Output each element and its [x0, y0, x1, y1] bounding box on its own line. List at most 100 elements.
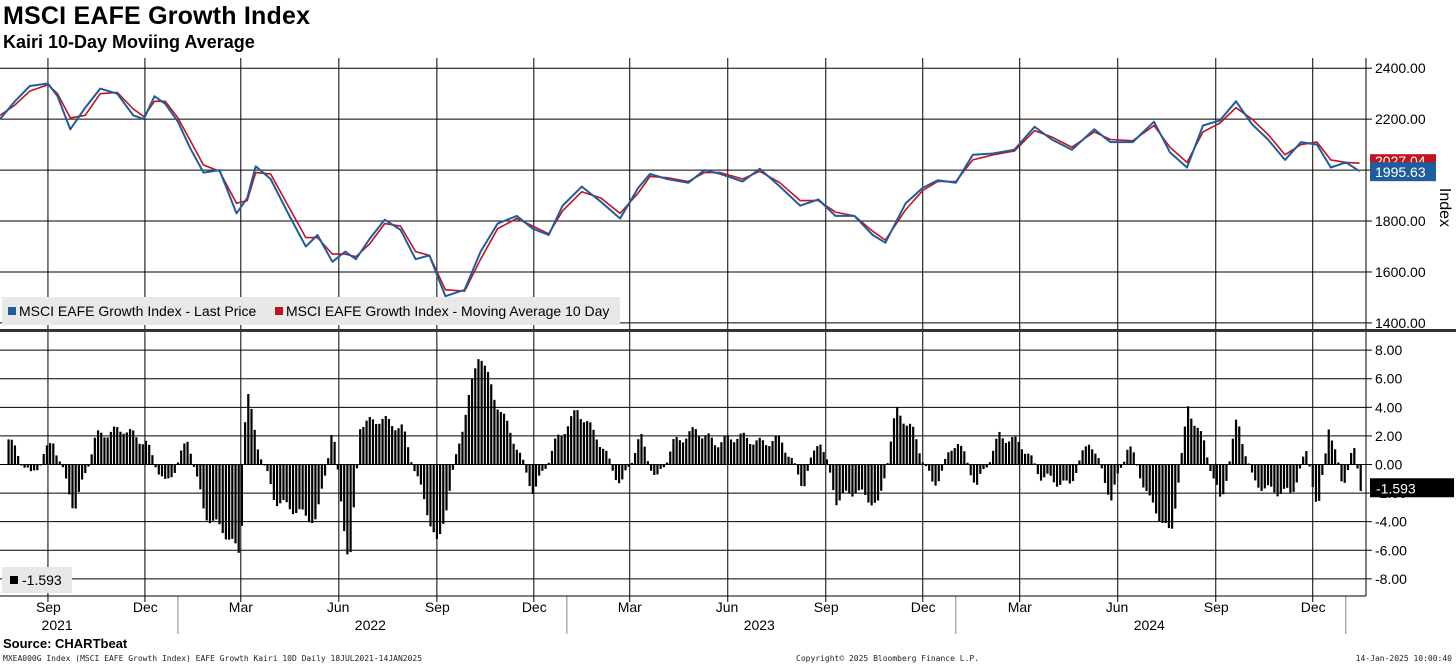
kairi-bar — [928, 464, 931, 471]
kairi-bar — [387, 419, 391, 465]
kairi-bar — [96, 430, 100, 465]
kairi-bar — [518, 452, 522, 465]
kairi-bar — [1212, 464, 1215, 479]
kairi-bar — [662, 464, 665, 468]
kairi-bar — [17, 456, 20, 465]
kairi-bar — [1279, 464, 1282, 494]
kairi-bar — [988, 462, 992, 465]
kairi-bar — [1155, 464, 1158, 514]
kairi-bar — [998, 431, 1001, 465]
kairi-bar — [717, 447, 720, 465]
kairi-bar — [1196, 427, 1199, 465]
kairi-bar — [112, 426, 116, 465]
kairi-bar — [1065, 464, 1068, 481]
kairi-bar — [486, 371, 490, 465]
kairi-bar — [937, 464, 940, 482]
kairi-bar — [410, 462, 413, 465]
kairi-bar — [1091, 449, 1094, 465]
kairi-bar — [774, 435, 777, 465]
lower-y-tick-label: 8.00 — [1375, 342, 1402, 358]
legend-label-price: MSCI EAFE Growth Index - Last Price — [19, 303, 257, 319]
kairi-bar — [787, 456, 790, 465]
copyright-text: Copyright© 2025 Bloomberg Finance L.P. — [796, 654, 980, 663]
kairi-bar — [224, 464, 228, 540]
kairi-bar — [509, 432, 512, 465]
kairi-bar — [413, 464, 416, 472]
kairi-bar — [474, 368, 477, 465]
kairi-bars — [7, 359, 1362, 555]
kairi-bar — [886, 463, 889, 465]
kairi-bar — [128, 429, 132, 465]
kairi-bar — [1062, 464, 1065, 481]
kairi-bar — [215, 464, 218, 520]
kairi-bar — [720, 442, 723, 465]
kairi-bar — [221, 464, 224, 534]
kairi-bar — [1295, 464, 1298, 483]
kairi-bar — [873, 464, 876, 503]
kairi-bar — [403, 431, 407, 465]
kairi-bar — [857, 464, 860, 491]
kairi-bar — [1289, 464, 1292, 493]
kairi-bar — [157, 464, 160, 475]
kairi-bar — [407, 447, 410, 465]
kairi-bar — [138, 443, 141, 465]
kairi-bar — [320, 464, 323, 489]
kairi-bar — [275, 464, 279, 507]
kairi-bar — [1171, 464, 1174, 529]
kairi-bar — [1081, 450, 1084, 465]
kairi-bar — [1043, 464, 1046, 478]
kairi-bar — [384, 416, 387, 465]
upper-y-tick-label: 1600.00 — [1375, 264, 1426, 280]
kairi-bar — [33, 464, 36, 471]
kairi-bar — [205, 464, 208, 521]
kairi-bar — [1174, 464, 1177, 509]
kairi-bar — [1305, 451, 1308, 465]
kairi-bar — [729, 439, 733, 465]
kairi-bar — [419, 464, 423, 485]
kairi-bar — [317, 464, 320, 505]
kairi-bar — [483, 365, 486, 465]
kairi-bar — [1004, 443, 1007, 465]
kairi-bar — [506, 420, 509, 465]
kairi-bar — [49, 443, 52, 465]
kairi-bar — [52, 443, 55, 465]
kairi-bar — [598, 447, 602, 465]
kairi-bar — [1298, 464, 1302, 469]
price-value-tag — [1370, 162, 1436, 182]
kairi-bar — [1222, 464, 1225, 495]
kairi-bar — [953, 448, 956, 465]
kairi-bar — [781, 442, 784, 465]
kairi-bar — [212, 464, 215, 521]
x-month-label: Mar — [618, 599, 642, 615]
kairi-bar — [87, 464, 90, 467]
kairi-bar — [793, 463, 797, 465]
lower-y-tick-label: 4.00 — [1375, 399, 1402, 415]
kairi-bar — [736, 438, 739, 465]
kairi-bar — [1087, 444, 1091, 465]
kairi-bar — [244, 422, 247, 465]
kairi-bar — [1308, 464, 1311, 467]
kairi-bar — [196, 464, 199, 477]
kairi-bar — [311, 464, 314, 524]
kairi-bar — [854, 464, 857, 494]
last-price-line — [0, 82, 1361, 298]
kairi-bar — [391, 426, 394, 465]
kairi-bar — [1250, 464, 1254, 473]
kairi-bar — [135, 437, 138, 465]
kairi-bar — [39, 464, 42, 466]
kairi-bar — [26, 464, 29, 468]
lower-y-tick-label: -8.00 — [1375, 571, 1407, 587]
kairi-bar — [451, 464, 454, 470]
kairi-bar — [611, 464, 614, 471]
x-month-label: Dec — [522, 599, 547, 615]
kairi-bar — [477, 359, 480, 465]
kairi-bar — [1260, 464, 1263, 492]
kairi-bar — [1241, 444, 1244, 465]
kairi-bar — [416, 464, 419, 477]
kairi-bar — [1161, 464, 1164, 523]
upper-y-tick-label: 2200.00 — [1375, 111, 1426, 127]
upper-y-tick-label: 1400.00 — [1375, 315, 1426, 331]
kairi-bar — [1142, 464, 1145, 488]
kairi-bar — [828, 464, 832, 473]
kairi-bar — [1055, 464, 1059, 487]
